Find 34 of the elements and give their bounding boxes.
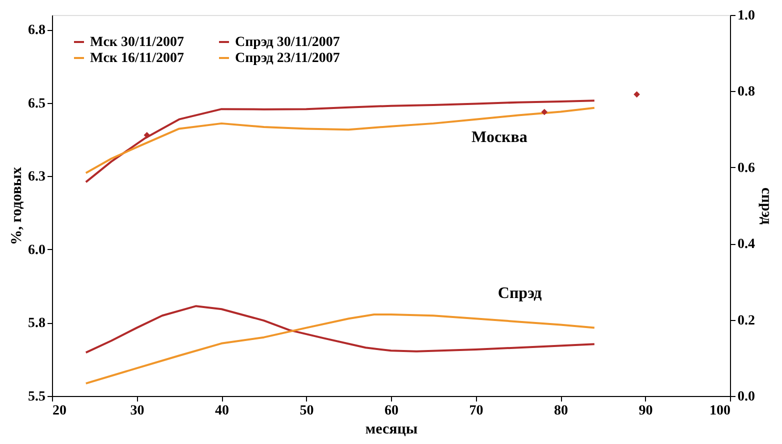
line-series — [84, 305, 596, 354]
x-tick-label: 60 — [384, 404, 398, 418]
y-tick-label: 6.8 — [28, 23, 46, 38]
y-tick-label: 5.5 — [28, 390, 46, 404]
line-series — [84, 100, 596, 184]
legend-label: Спрэд 23/11/2007 — [235, 51, 340, 66]
legend-label: Спрэд 30/11/2007 — [235, 35, 340, 50]
y2-tick-label: 0.8 — [738, 84, 755, 100]
x-tick-label: 20 — [52, 404, 66, 418]
y-tick-label: 6.3 — [28, 170, 46, 185]
legend-label: Мск 30/11/2007 — [90, 35, 184, 50]
y2-tick-label: 0.2 — [738, 313, 755, 328]
y-tick-label: 6.0 — [28, 242, 46, 258]
annotation: Спрэд — [498, 285, 542, 302]
annotation: Москва — [472, 128, 528, 146]
x-tick-label: 50 — [300, 404, 314, 418]
x-tick-label: 80 — [554, 404, 568, 418]
y2-axis-title: спрэд — [758, 188, 774, 225]
x-tick-label: 100 — [710, 404, 730, 418]
legend-label: Мск 16/11/2007 — [90, 51, 184, 66]
y2-tick-label: 0.6 — [738, 160, 755, 176]
x-tick-label: 40 — [215, 404, 229, 418]
y2-tick-label: 0.0 — [738, 390, 755, 404]
x-tick-label: 90 — [638, 404, 653, 418]
x-tick-label: 70 — [469, 404, 484, 418]
y2-tick-label: 1.0 — [738, 8, 755, 24]
y-tick-label: 5.8 — [28, 316, 46, 332]
line-series — [84, 313, 596, 384]
y-axis-title: %, годовых — [9, 166, 25, 246]
line-series — [84, 106, 596, 174]
x-tick-label: 30 — [130, 404, 144, 418]
x-axis-title: месяцы — [365, 422, 418, 438]
y-tick-label: 6.5 — [28, 96, 46, 112]
y2-tick-label: 0.4 — [738, 237, 755, 252]
